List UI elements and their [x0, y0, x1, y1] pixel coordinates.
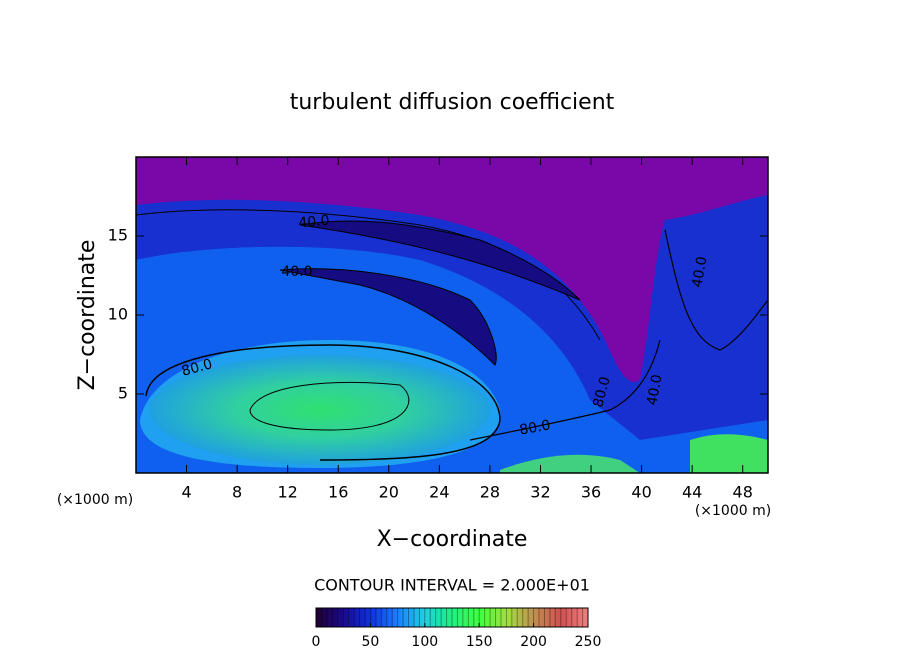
x-tick-label: 44 — [682, 483, 702, 502]
x-tick-label: 48 — [733, 483, 753, 502]
x-unit-label: (×1000 m) — [695, 503, 771, 519]
x-tick-label: 40 — [631, 483, 651, 502]
x-tick-label: 20 — [379, 483, 399, 502]
x-unit-label: (×1000 m) — [57, 492, 133, 508]
chart-title: turbulent diffusion coefficient — [290, 90, 615, 115]
field — [136, 157, 768, 473]
contour-interval: CONTOUR INTERVAL = 2.000E+01 — [314, 576, 590, 595]
x-axis-label: X−coordinate — [377, 527, 528, 552]
x-tick-label: 16 — [328, 483, 348, 502]
x-tick-label: 32 — [530, 483, 550, 502]
colorbar-tick-label: 200 — [520, 634, 547, 650]
colorbar-tick-label: 0 — [312, 634, 321, 650]
x-tick-label: 12 — [278, 483, 298, 502]
contour-label: 40.0 — [298, 213, 330, 232]
x-tick-label: 28 — [480, 483, 500, 502]
colorbar-tick-label: 100 — [411, 634, 438, 650]
x-tick-label: 36 — [581, 483, 601, 502]
contour-label: 40.0 — [281, 264, 312, 280]
colorbar-tick-label: 250 — [575, 634, 602, 650]
y-axis-label: Z−coordinate — [75, 240, 100, 391]
x-tick-label: 8 — [232, 483, 242, 502]
x-tick-label: 4 — [181, 483, 191, 502]
x-tick-label: 24 — [429, 483, 449, 502]
contour-label: 80.0 — [590, 375, 614, 409]
colorbar — [315, 607, 589, 628]
y-tick-label: 15 — [108, 226, 128, 245]
colorbar-tick-label: 150 — [466, 634, 493, 650]
contour-label: 80.0 — [180, 356, 214, 380]
contour-label: 40.0 — [644, 373, 665, 406]
y-tick-label: 5 — [118, 384, 128, 403]
contour-label: 40.0 — [689, 255, 710, 288]
contour-label: 80.0 — [518, 417, 551, 438]
y-tick-label: 10 — [108, 305, 128, 324]
colorbar-tick-label: 50 — [361, 634, 379, 650]
